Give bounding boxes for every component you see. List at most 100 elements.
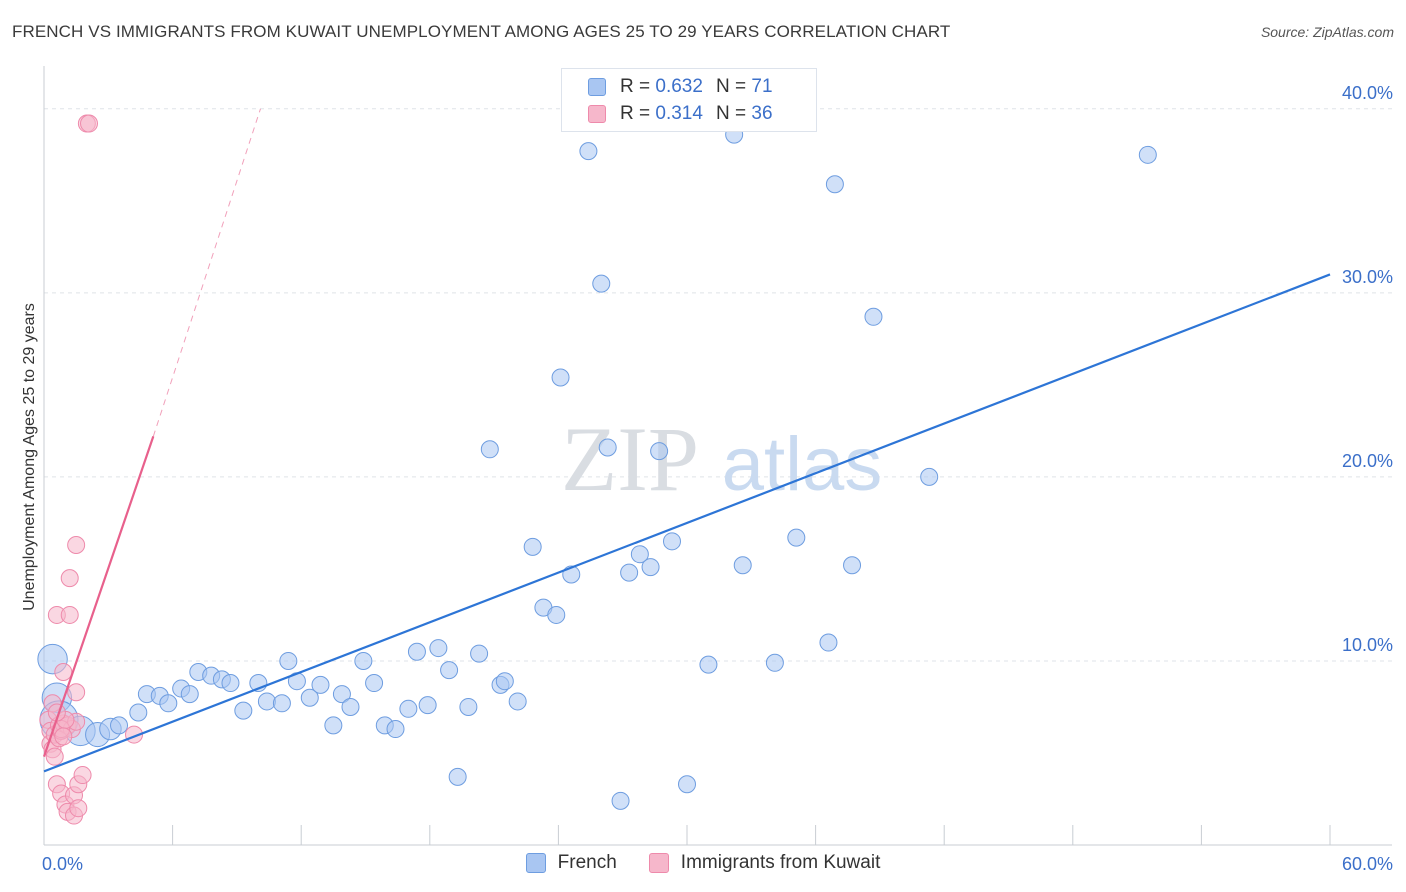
axis-layer [43,66,1392,846]
french-point [341,697,360,716]
kuwait-point [73,766,92,785]
french-point [843,556,862,575]
french-point [620,563,639,582]
y-tick-label: 40.0% [1342,83,1393,103]
kuwait-point [67,683,86,702]
french-point [825,175,844,194]
y-tick-label: 20.0% [1342,451,1393,471]
kuwait-point [54,727,73,746]
french-point [920,467,939,486]
french-point [129,703,148,722]
french-point [495,672,514,691]
french-point [611,791,630,810]
french-point [641,558,660,577]
french-point [579,142,598,161]
kuwait-point [67,536,86,555]
french-point [480,440,499,459]
french-point [399,699,418,718]
french-point [300,688,319,707]
kuwait-trendline-extension [152,108,261,437]
legend-label-kuwait: Immigrants from Kuwait [680,852,881,873]
french-point [429,639,448,658]
y-tick-label: 30.0% [1342,267,1393,287]
legend-swatch-french [525,853,546,873]
x-tick-label: 0.0% [42,854,83,874]
french-point [864,307,883,326]
french-point [234,701,253,720]
french-point [699,655,718,674]
french-point [523,537,542,556]
legend-swatch-kuwait [648,853,669,873]
source-label: Source: ZipAtlas.com [1260,24,1394,40]
legend-n-label: N = [716,76,752,97]
legend-swatch-french [588,78,606,96]
chart-title: FRENCH VS IMMIGRANTS FROM KUWAIT UNEMPLO… [12,22,951,41]
french-point [110,716,129,735]
legend-r-value-french: 0.632 [655,76,703,97]
kuwait-trendline [42,436,155,758]
french-point [159,694,178,713]
french-point [819,633,838,652]
french-point [440,661,459,680]
kuwait-point [69,799,88,818]
french-point [470,644,489,663]
french-point [311,675,330,694]
watermark-atlas: atlas [722,422,883,507]
french-point [365,674,384,693]
french-point [407,642,426,661]
french-point [678,775,696,794]
legend-n-value-french: 71 [751,76,773,97]
french-point [448,767,467,786]
french-point [272,694,291,713]
watermark-zip: ZIP [561,408,699,510]
legend-r-value-kuwait: 0.314 [655,103,703,124]
legend-r-label: R = [620,76,656,97]
legend-r-label: R = [620,103,656,124]
french-point [279,651,298,670]
legend-row-kuwait: R = 0.314 N = 36 [588,102,773,126]
watermark: ZIP atlas [561,408,882,510]
french-point [765,653,784,672]
legend-item-french[interactable]: French [525,852,617,874]
french-point [221,674,240,693]
series-legend: French Immigrants from Kuwait [0,852,1406,874]
french-point [787,528,806,547]
legend-row-french: R = 0.632 N = 71 [588,75,773,99]
trend-layer [42,108,1331,773]
french-point [592,274,611,293]
legend-n-value-kuwait: 36 [751,103,773,124]
french-point [547,605,566,624]
correlation-legend: R = 0.632 N = 71 R = 0.314 N = 36 [561,68,817,132]
kuwait-point [54,662,73,681]
french-point [1138,145,1157,164]
french-point [332,685,351,704]
french-point [180,685,199,704]
french-point [418,696,437,715]
french-trendline [43,273,1331,773]
points-layer [37,114,1157,825]
french-point [257,692,276,711]
french-point [459,697,478,716]
french-point [508,692,527,711]
kuwait-point [60,605,79,624]
french-point [662,532,681,551]
legend-label-french: French [557,852,617,873]
french-point [630,545,649,564]
french-point [650,442,669,461]
legend-item-kuwait[interactable]: Immigrants from Kuwait [648,852,881,874]
french-point [598,438,617,457]
y-tick-label: 10.0% [1342,635,1393,655]
french-point [324,716,343,735]
legend-n-label: N = [716,103,752,124]
x-tick-label: 60.0% [1342,854,1393,874]
kuwait-point [45,747,64,766]
french-point [733,556,752,575]
french-point [386,720,405,739]
french-point [551,368,570,387]
french-point [354,651,373,670]
grid-layer [44,108,1392,662]
kuwait-point [60,569,79,588]
y-axis-label: Unemployment Among Ages 25 to 29 years [21,303,38,611]
tick-label-layer: 10.0% 20.0% 30.0% 40.0% 0.0% 60.0% [42,83,1393,874]
